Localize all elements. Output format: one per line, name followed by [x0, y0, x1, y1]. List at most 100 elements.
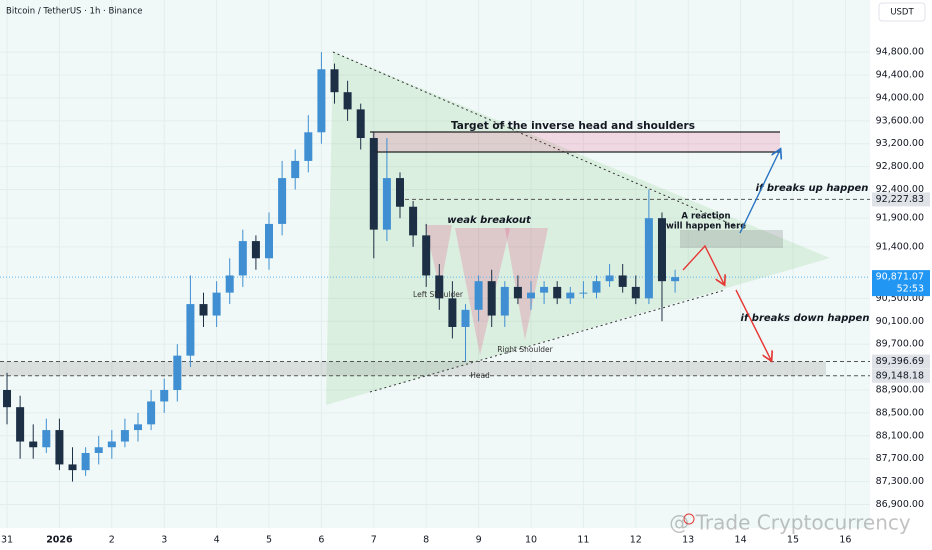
candle-body [291, 160, 300, 179]
candle-body [68, 464, 77, 471]
candle-body [238, 241, 247, 276]
upper-trendline [332, 51, 741, 229]
candle-body [29, 441, 38, 448]
arrow-up [739, 150, 780, 234]
y-tick-label: 94,400.00 [876, 70, 924, 81]
event-icon [683, 513, 695, 525]
candle-body [395, 178, 404, 207]
candle-body [199, 304, 208, 316]
candle-body [225, 275, 234, 293]
candle-body [487, 281, 496, 316]
candle-body [657, 218, 666, 282]
candle-body [330, 69, 339, 93]
price-level-box [872, 368, 930, 383]
y-tick-label: 94,000.00 [876, 92, 924, 103]
y-tick-label: 88,100.00 [876, 430, 924, 441]
y-tick-label: 93,600.00 [876, 115, 924, 126]
x-tick-label: 6 [318, 535, 324, 546]
axes: 94,800.00 94,400.00 94,000.00 93,600.00 93,2… [1, 47, 930, 546]
candle-body [356, 109, 365, 139]
candle-body [343, 92, 352, 110]
x-tick-label: 31 [1, 535, 13, 546]
candle-body [134, 424, 143, 431]
candles [3, 52, 680, 482]
currency-button[interactable] [878, 2, 926, 22]
price-level-box [872, 192, 930, 207]
candle-body [513, 286, 522, 299]
y-tick-label: 88,900.00 [876, 384, 924, 395]
candle-body [631, 286, 640, 299]
time-axis [0, 528, 870, 550]
chart-title: Bitcoin / TetherUS · 1h · Binance [6, 7, 143, 17]
left-shoulder-zone [425, 225, 452, 290]
annotation: if breaks down happen [741, 313, 870, 324]
currency[interactable]: USDT [890, 8, 914, 18]
annotation: Target of the inverse head and shoulders [451, 120, 695, 132]
arrow-down [735, 289, 771, 360]
levels [0, 198, 870, 377]
candle-body [107, 441, 116, 448]
candle-body [278, 178, 287, 224]
candle-body [212, 292, 221, 316]
candle-body [16, 407, 25, 442]
reaction-zone [680, 230, 783, 248]
support-zone [0, 361, 826, 376]
x-tick-label: 3 [161, 535, 167, 546]
y-tick-label: 93,200.00 [876, 138, 924, 149]
candle-body [317, 69, 326, 133]
y-tick-label: 90,500.00 [876, 293, 924, 304]
plot-area [0, 0, 870, 528]
x-tick-label: 11 [577, 535, 589, 546]
annotation: Left Shoulder [413, 290, 464, 299]
price-level-label: 92,227.83 [876, 194, 924, 205]
x-tick-label: 9 [476, 535, 482, 546]
candle-body [540, 286, 549, 293]
candle-body [147, 401, 156, 425]
x-tick-label: 10 [525, 535, 537, 546]
x-tick-label: 7 [371, 535, 377, 546]
candle-body [160, 389, 169, 402]
y-tick-label: 89,700.00 [876, 339, 924, 350]
x-tick-label: 13 [682, 535, 694, 546]
y-tick-label: 91,900.00 [876, 213, 924, 224]
price-level-box [872, 354, 930, 369]
annotation: if breaks up happen [756, 183, 869, 194]
candle-body [500, 286, 509, 316]
candle-body [3, 389, 12, 408]
candle-body [251, 241, 260, 259]
candle-body [409, 206, 418, 236]
x-tick-label: 15 [787, 535, 799, 546]
x-tick-label: 2026 [46, 535, 73, 546]
annotation: A reaction [681, 212, 730, 222]
y-tick-label: 94,800.00 [876, 47, 924, 58]
annotation: Head [470, 371, 490, 380]
candle-body [474, 281, 483, 310]
x-tick-label: 16 [839, 535, 851, 546]
candle-body [55, 430, 64, 465]
grid [0, 0, 870, 528]
candle-body [618, 275, 627, 287]
candle-body [81, 452, 90, 471]
candle-body [435, 275, 444, 299]
target-zone [372, 132, 780, 152]
candle-body [566, 292, 575, 299]
y-tick-label: 92,800.00 [876, 161, 924, 172]
annotation: weak breakout [447, 215, 532, 226]
candle-body [553, 286, 562, 299]
y-tick-label: 91,400.00 [876, 241, 924, 252]
arrow-reaction [682, 244, 724, 284]
candle-body [186, 304, 195, 356]
countdown: 52:53 [897, 284, 924, 295]
current-price-box [872, 270, 930, 297]
annotation: will happen here [666, 222, 746, 232]
candle-body [42, 430, 51, 448]
candle-body [526, 292, 535, 299]
y-tick-label: 88,500.00 [876, 407, 924, 418]
x-tick-label: 8 [423, 535, 429, 546]
y-tick-label: 90,100.00 [876, 316, 924, 327]
candle-body [579, 292, 588, 294]
candle-body [671, 277, 680, 282]
y-tick-label: 92,400.00 [876, 184, 924, 195]
